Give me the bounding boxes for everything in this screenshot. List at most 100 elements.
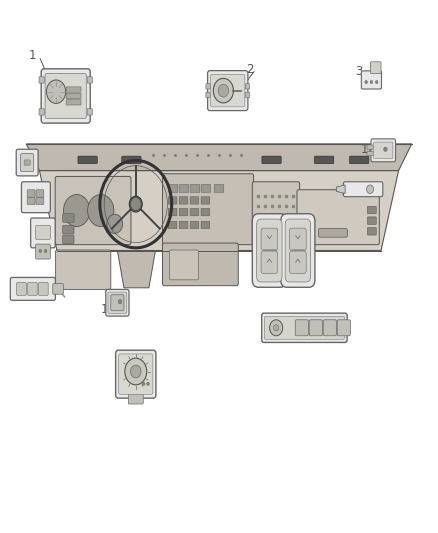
FancyBboxPatch shape xyxy=(28,282,37,295)
FancyBboxPatch shape xyxy=(27,197,35,205)
FancyBboxPatch shape xyxy=(295,320,308,336)
FancyBboxPatch shape xyxy=(39,77,44,83)
FancyBboxPatch shape xyxy=(63,214,74,222)
Circle shape xyxy=(365,80,367,84)
FancyBboxPatch shape xyxy=(106,289,129,316)
FancyBboxPatch shape xyxy=(27,190,35,197)
FancyBboxPatch shape xyxy=(41,69,90,123)
FancyBboxPatch shape xyxy=(170,250,198,280)
FancyBboxPatch shape xyxy=(87,109,92,115)
Text: 4: 4 xyxy=(28,191,35,204)
FancyBboxPatch shape xyxy=(206,92,210,98)
FancyBboxPatch shape xyxy=(371,139,396,162)
FancyBboxPatch shape xyxy=(21,154,34,172)
FancyBboxPatch shape xyxy=(367,217,376,224)
Text: 9: 9 xyxy=(274,324,282,337)
FancyBboxPatch shape xyxy=(122,156,141,164)
FancyBboxPatch shape xyxy=(108,292,127,313)
FancyBboxPatch shape xyxy=(261,313,347,343)
FancyBboxPatch shape xyxy=(66,87,81,92)
FancyBboxPatch shape xyxy=(261,251,278,273)
Circle shape xyxy=(147,382,149,385)
Text: 10: 10 xyxy=(117,383,132,395)
FancyBboxPatch shape xyxy=(367,145,373,149)
FancyBboxPatch shape xyxy=(179,221,188,229)
FancyBboxPatch shape xyxy=(190,221,199,229)
Circle shape xyxy=(88,195,114,227)
FancyBboxPatch shape xyxy=(16,149,38,176)
FancyBboxPatch shape xyxy=(168,208,177,216)
FancyBboxPatch shape xyxy=(323,320,336,336)
FancyBboxPatch shape xyxy=(53,284,63,294)
FancyBboxPatch shape xyxy=(264,317,344,340)
FancyBboxPatch shape xyxy=(252,182,300,245)
FancyBboxPatch shape xyxy=(36,190,44,197)
FancyBboxPatch shape xyxy=(337,320,350,336)
FancyBboxPatch shape xyxy=(87,77,92,83)
FancyBboxPatch shape xyxy=(179,197,188,204)
FancyBboxPatch shape xyxy=(35,244,50,259)
FancyBboxPatch shape xyxy=(261,228,278,251)
FancyBboxPatch shape xyxy=(290,251,306,273)
FancyBboxPatch shape xyxy=(39,109,44,115)
FancyBboxPatch shape xyxy=(201,208,210,216)
FancyBboxPatch shape xyxy=(367,151,373,156)
Circle shape xyxy=(125,358,147,385)
Circle shape xyxy=(107,214,123,233)
FancyBboxPatch shape xyxy=(36,197,44,205)
FancyBboxPatch shape xyxy=(35,225,50,239)
Text: 6: 6 xyxy=(35,228,42,241)
FancyBboxPatch shape xyxy=(262,156,281,164)
FancyBboxPatch shape xyxy=(201,221,210,229)
Polygon shape xyxy=(336,185,345,193)
FancyBboxPatch shape xyxy=(318,229,347,237)
FancyBboxPatch shape xyxy=(162,174,254,245)
FancyBboxPatch shape xyxy=(21,182,50,213)
Circle shape xyxy=(46,80,66,103)
FancyBboxPatch shape xyxy=(290,228,306,251)
FancyBboxPatch shape xyxy=(111,295,124,311)
Circle shape xyxy=(39,249,42,253)
Circle shape xyxy=(142,382,145,385)
Circle shape xyxy=(273,325,279,331)
FancyBboxPatch shape xyxy=(371,62,381,74)
FancyBboxPatch shape xyxy=(314,156,334,164)
Circle shape xyxy=(218,84,229,97)
Circle shape xyxy=(213,78,233,103)
FancyBboxPatch shape xyxy=(343,182,383,197)
FancyBboxPatch shape xyxy=(367,206,376,214)
FancyBboxPatch shape xyxy=(201,197,210,204)
FancyBboxPatch shape xyxy=(206,84,210,89)
FancyBboxPatch shape xyxy=(245,84,250,89)
FancyBboxPatch shape xyxy=(252,214,286,287)
Circle shape xyxy=(118,300,122,304)
Circle shape xyxy=(64,195,90,227)
Text: 14: 14 xyxy=(101,303,116,316)
FancyBboxPatch shape xyxy=(116,350,156,398)
FancyBboxPatch shape xyxy=(162,243,238,286)
FancyBboxPatch shape xyxy=(190,197,199,204)
FancyBboxPatch shape xyxy=(179,184,189,192)
Circle shape xyxy=(367,185,374,193)
Text: 1: 1 xyxy=(29,50,37,62)
FancyBboxPatch shape xyxy=(31,218,55,248)
FancyBboxPatch shape xyxy=(297,190,379,245)
Circle shape xyxy=(129,196,142,212)
FancyBboxPatch shape xyxy=(245,92,250,98)
FancyBboxPatch shape xyxy=(361,71,381,89)
FancyBboxPatch shape xyxy=(17,282,26,295)
FancyBboxPatch shape xyxy=(208,71,248,111)
FancyBboxPatch shape xyxy=(309,320,322,336)
FancyBboxPatch shape xyxy=(56,250,111,289)
Circle shape xyxy=(269,320,283,336)
Text: 13: 13 xyxy=(330,332,345,345)
Text: 11: 11 xyxy=(341,185,356,198)
FancyBboxPatch shape xyxy=(211,74,245,107)
FancyBboxPatch shape xyxy=(168,197,177,204)
FancyBboxPatch shape xyxy=(201,184,211,192)
Text: 12: 12 xyxy=(360,143,375,156)
Text: 3: 3 xyxy=(356,66,363,78)
Polygon shape xyxy=(117,251,155,288)
Circle shape xyxy=(44,249,47,253)
FancyBboxPatch shape xyxy=(55,176,131,245)
